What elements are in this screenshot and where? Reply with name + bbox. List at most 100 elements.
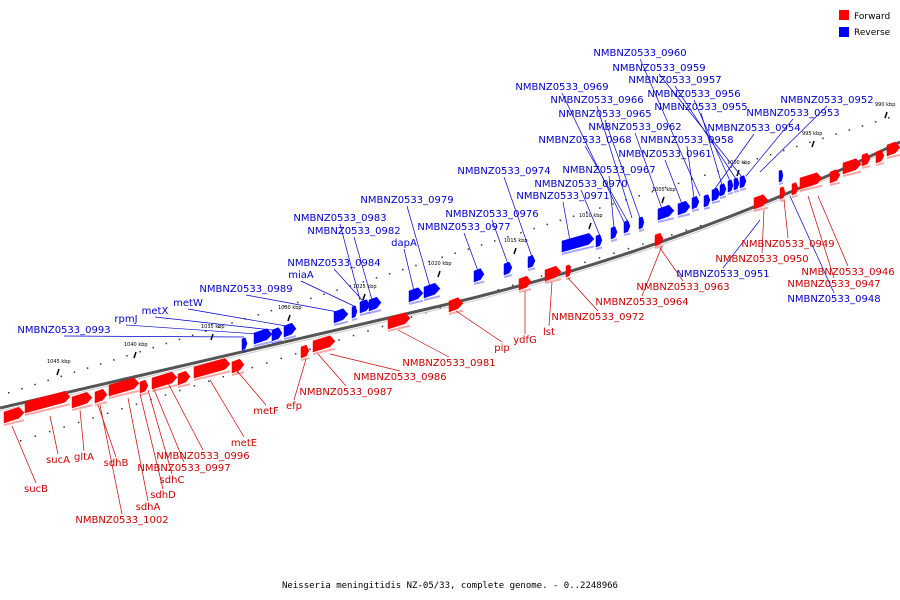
forward-gene-label-sdhb: sdhB xyxy=(104,458,129,469)
reverse-gene-leader-line xyxy=(722,219,761,269)
ruler-dot xyxy=(231,322,233,324)
ruler-dot xyxy=(677,182,680,185)
reverse-gene-block-shadow xyxy=(638,228,645,232)
ruler-dot xyxy=(415,264,417,267)
reverse-gene-label-nmbnz0533-0953: NMBNZ0533_0953 xyxy=(746,108,839,119)
reverse-gene-leader-line xyxy=(406,205,431,288)
ruler-dot xyxy=(796,145,798,148)
reverse-gene-block-shadow xyxy=(691,208,700,212)
ruler-dot xyxy=(338,339,340,341)
reverse-gene-block xyxy=(368,296,382,312)
reverse-gene-leader-line xyxy=(562,201,571,242)
ruler-dot xyxy=(540,275,543,277)
forward-gene-label-sucb: sucB xyxy=(24,484,48,495)
forward-gene-label-nmbnz0533-0950: NMBNZ0533_0950 xyxy=(715,254,808,265)
ruler-dot xyxy=(193,385,196,387)
ruler-dot xyxy=(191,334,194,337)
forward-gene-label-sdhd: sdhD xyxy=(150,490,176,501)
reverse-gene-leader-line xyxy=(503,176,533,258)
tick-mark xyxy=(588,222,592,230)
ruler-dot xyxy=(520,231,522,234)
ruler-dot xyxy=(121,407,123,410)
ruler-dot xyxy=(612,203,614,205)
ruler-dot xyxy=(874,121,877,123)
forward-gene-block-shadow xyxy=(779,198,786,202)
reverse-gene-block-shadow xyxy=(657,217,675,223)
reverse-gene-leader-line xyxy=(759,105,828,173)
forward-gene-block-shadow xyxy=(842,170,862,177)
forward-gene-block-shadow xyxy=(231,371,245,376)
tick-mark xyxy=(133,351,137,359)
reverse-gene-block-shadow xyxy=(623,232,631,236)
forward-gene-label-nmbnz0533-0997: NMBNZ0533_0997 xyxy=(137,463,230,474)
reverse-gene-label-metx: metX xyxy=(142,306,169,317)
forward-gene-label-nmbnz0533-0946: NMBNZ0533_0946 xyxy=(801,267,894,278)
ruler-dot xyxy=(381,325,384,328)
reverse-gene-leader-line xyxy=(639,58,701,197)
forward-gene-block-shadow xyxy=(71,404,93,411)
ruler-dot xyxy=(283,305,286,308)
ruler-dot xyxy=(861,125,864,127)
tick-mark xyxy=(513,247,517,255)
ruler-dot xyxy=(362,281,365,283)
forward-gene-label-sdhc: sdhC xyxy=(160,475,185,486)
forward-gene-block xyxy=(886,141,900,157)
reverse-gene-label-dapa: dapA xyxy=(391,238,417,249)
forward-gene-block-shadow xyxy=(300,357,310,361)
reverse-gene-label-nmbnz0533-0959: NMBNZ0533_0959 xyxy=(612,63,705,74)
forward-gene-block-shadow xyxy=(139,392,149,396)
reverse-gene-block xyxy=(657,204,675,221)
reverse-gene-label-nmbnz0533-0989: NMBNZ0533_0989 xyxy=(199,284,292,295)
reverse-gene-block-shadow xyxy=(561,245,595,255)
forward-gene-block-shadow xyxy=(24,403,71,416)
reverse-gene-block-shadow xyxy=(719,195,727,199)
reverse-gene-block xyxy=(610,226,618,240)
forward-gene-block xyxy=(842,158,862,175)
ruler-dot xyxy=(743,162,746,164)
forward-gene-leader-line xyxy=(97,404,117,458)
forward-gene-block-shadow xyxy=(177,383,191,388)
forward-gene-block-shadow xyxy=(312,347,336,355)
reverse-gene-leader-line xyxy=(125,324,259,335)
forward-gene-leader-line xyxy=(659,247,684,282)
ruler-dot xyxy=(222,375,225,378)
reverse-gene-block xyxy=(739,175,747,189)
ruler-dot xyxy=(86,367,89,369)
reverse-gene-leader-line xyxy=(596,105,633,219)
tick-mark xyxy=(362,293,366,301)
forward-gene-label-nmbnz0533-0972: NMBNZ0533_0972 xyxy=(551,312,644,323)
forward-gene-block xyxy=(231,358,245,374)
reverse-gene-block xyxy=(271,327,283,342)
forward-gene-block-shadow xyxy=(829,181,841,186)
forward-gene-block xyxy=(139,379,149,394)
forward-gene-leader-line xyxy=(11,425,37,484)
ruler-dot xyxy=(165,342,168,345)
reverse-gene-label-nmbnz0533-0976: NMBNZ0533_0976 xyxy=(445,209,538,220)
forward-gene-label-nmbnz0533-0986: NMBNZ0533_0986 xyxy=(353,372,446,383)
ruler-dot xyxy=(822,137,824,140)
ruler-dot xyxy=(126,355,128,357)
reverse-gene-block xyxy=(283,322,297,338)
reverse-gene-block xyxy=(691,196,700,210)
reverse-gene-block-shadow xyxy=(283,335,297,340)
forward-gene-label-efp: efp xyxy=(286,401,302,412)
reverse-gene-leader-line xyxy=(604,119,641,219)
reverse-gene-leader-line xyxy=(561,92,625,223)
ruler-dot xyxy=(599,207,601,209)
reverse-gene-label-nmbnz0533-0956: NMBNZ0533_0956 xyxy=(647,89,740,100)
reverse-gene-leader-line xyxy=(634,132,663,210)
forward-gene-label-pip: pip xyxy=(494,343,509,354)
tick-label: 1015 kbp xyxy=(504,238,528,244)
ruler-dot xyxy=(782,149,785,152)
reverse-gene-block xyxy=(408,287,424,303)
forward-gene-block-shadow xyxy=(108,389,140,399)
ruler-dot xyxy=(638,194,640,197)
forward-gene-leader-line xyxy=(455,310,503,343)
reverse-gene-block xyxy=(623,220,631,234)
reverse-gene-leader-line xyxy=(187,308,287,327)
reverse-gene-leader-line xyxy=(245,294,339,313)
tick-label: 1000 kbp xyxy=(727,160,751,166)
forward-gene-block xyxy=(518,275,532,291)
reverse-gene-block xyxy=(595,234,603,248)
reverse-gene-block-shadow xyxy=(423,295,441,301)
